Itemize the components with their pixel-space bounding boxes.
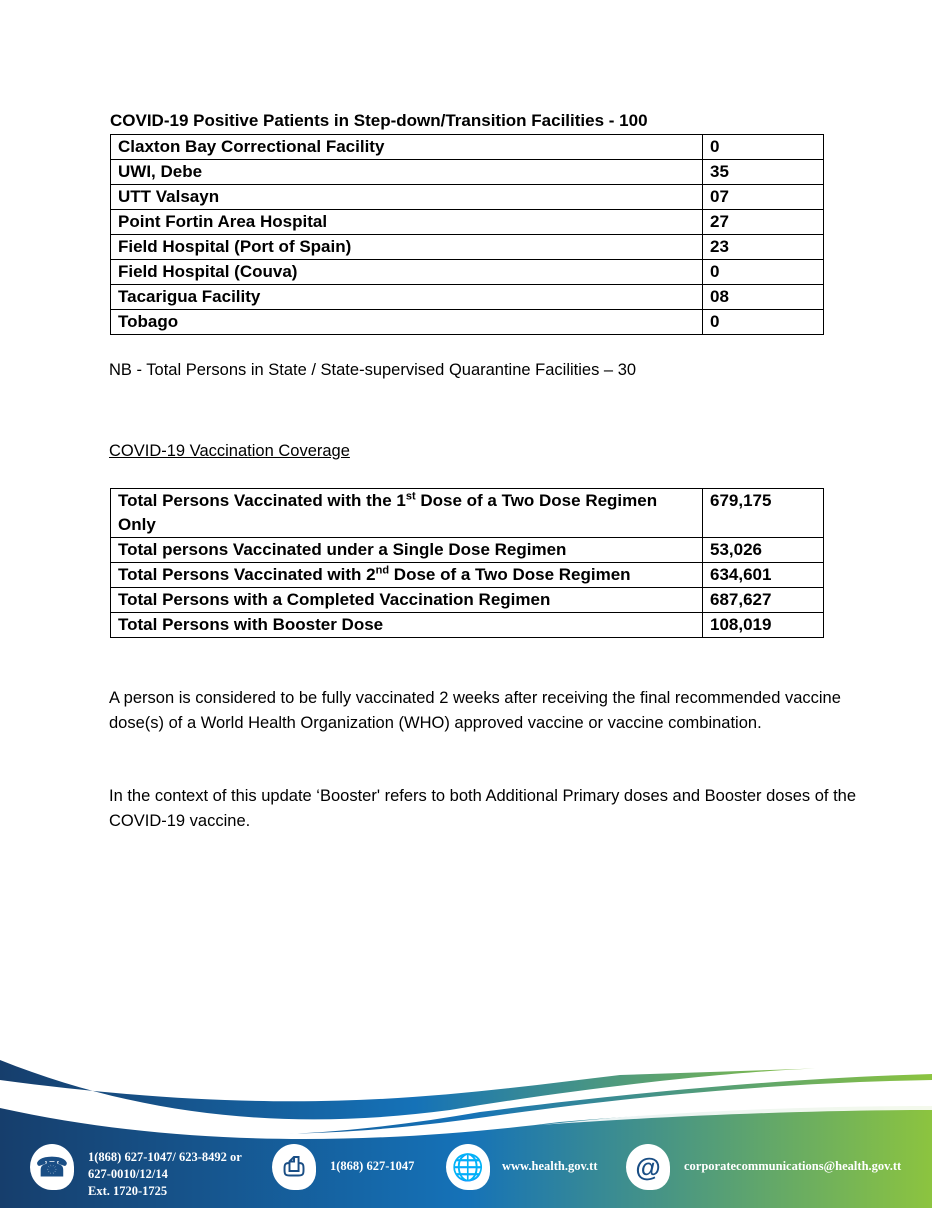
footer-wave (0, 1060, 932, 1208)
email-icon: @ (626, 1144, 670, 1190)
quarantine-note: NB - Total Persons in State / State-supe… (109, 361, 637, 379)
facility-count: 23 (702, 234, 824, 260)
facility-row: Claxton Bay Correctional Facility 0 (110, 134, 824, 160)
facility-name: Field Hospital (Couva) (110, 259, 703, 285)
label-text: Total Persons with a Completed Vaccinati… (118, 590, 551, 609)
ordinal-suffix: nd (375, 564, 390, 577)
facility-count: 0 (702, 134, 824, 160)
label-text: Total Persons Vaccinated with the 1 (118, 491, 406, 510)
footer-email[interactable]: corporatecommunications@health.gov.tt (684, 1159, 902, 1173)
phone-line: Ext. 1720-1725 (88, 1184, 168, 1198)
globe-icon: 🌐 (446, 1144, 490, 1190)
facilities-table: Claxton Bay Correctional Facility 0 UWI, D… (110, 134, 824, 335)
facility-name: Tobago (110, 309, 703, 335)
facility-row: UTT Valsayn 07 (110, 184, 824, 210)
label-text: Dose of a Two Dose Regimen (389, 565, 631, 584)
vaccination-count: 687,627 (702, 587, 824, 613)
facility-count: 08 (702, 284, 824, 310)
vaccination-count: 634,601 (702, 562, 824, 588)
vaccination-row: Total Persons with Booster Dose 108,019 (110, 612, 824, 638)
vaccination-count: 53,026 (702, 537, 824, 563)
footer-website[interactable]: www.health.gov.tt (502, 1159, 598, 1173)
phone-icon: ☎ (30, 1144, 74, 1190)
vaccination-row: Total persons Vaccinated under a Single … (110, 537, 824, 563)
vaccination-heading: COVID-19 Vaccination Coverage (109, 442, 350, 460)
vaccination-row: Total Persons Vaccinated with the 1st Do… (110, 488, 824, 538)
ordinal-suffix: st (405, 490, 416, 503)
facility-count: 07 (702, 184, 824, 210)
facility-row: Field Hospital (Port of Spain) 23 (110, 234, 824, 260)
facilities-title: COVID-19 Positive Patients in Step-down/… (110, 111, 648, 130)
facility-row: Field Hospital (Couva) 0 (110, 259, 824, 285)
fax-icon: ⎙ (272, 1144, 316, 1190)
vaccination-label: Total Persons with Booster Dose (110, 612, 703, 638)
label-text: Total persons Vaccinated under a Single … (118, 540, 567, 559)
vaccination-count: 679,175 (702, 488, 824, 538)
fully-vaccinated-paragraph: A person is considered to be fully vacci… (109, 689, 841, 732)
vaccination-label: Total Persons Vaccinated with the 1st Do… (110, 488, 703, 538)
vaccination-label: Total persons Vaccinated under a Single … (110, 537, 703, 563)
vaccination-label: Total Persons with a Completed Vaccinati… (110, 587, 703, 613)
label-text: Total Persons with Booster Dose (118, 615, 384, 634)
facility-count: 0 (702, 309, 824, 335)
facility-name: Point Fortin Area Hospital (110, 209, 703, 235)
facility-row: Tobago 0 (110, 309, 824, 335)
facility-name: Tacarigua Facility (110, 284, 703, 310)
facility-name: UTT Valsayn (110, 184, 703, 210)
phone-line: 1(868) 627-1047/ 623-8492 or (88, 1150, 242, 1164)
facility-count: 27 (702, 209, 824, 235)
facility-row: Point Fortin Area Hospital 27 (110, 209, 824, 235)
facility-name: Claxton Bay Correctional Facility (110, 134, 703, 160)
facility-row: Tacarigua Facility 08 (110, 284, 824, 310)
label-text: Dose of a Two Dose Regimen Only (118, 491, 658, 534)
vaccination-label: Total Persons Vaccinated with 2nd Dose o… (110, 562, 703, 588)
facility-name: Field Hospital (Port of Spain) (110, 234, 703, 260)
vaccination-count: 108,019 (702, 612, 824, 638)
vaccination-row: Total Persons with a Completed Vaccinati… (110, 587, 824, 613)
footer-fax: 1(868) 627-1047 (330, 1159, 415, 1173)
facility-count: 35 (702, 159, 824, 185)
vaccination-table: Total Persons Vaccinated with the 1st Do… (110, 488, 824, 638)
booster-paragraph: In the context of this update ‘Booster' … (109, 787, 857, 830)
label-text: Total Persons Vaccinated with 2 (118, 565, 376, 584)
footer-banner: ☎ 1(868) 627-1047/ 623-8492 or 627-0010/… (0, 1040, 932, 1208)
vaccination-row: Total Persons Vaccinated with 2nd Dose o… (110, 562, 824, 588)
phone-line: 627-0010/12/14 (88, 1167, 168, 1181)
footer-phone: 1(868) 627-1047/ 623-8492 or 627-0010/12… (88, 1149, 242, 1200)
facility-name: UWI, Debe (110, 159, 703, 185)
facility-count: 0 (702, 259, 824, 285)
facility-row: UWI, Debe 35 (110, 159, 824, 185)
